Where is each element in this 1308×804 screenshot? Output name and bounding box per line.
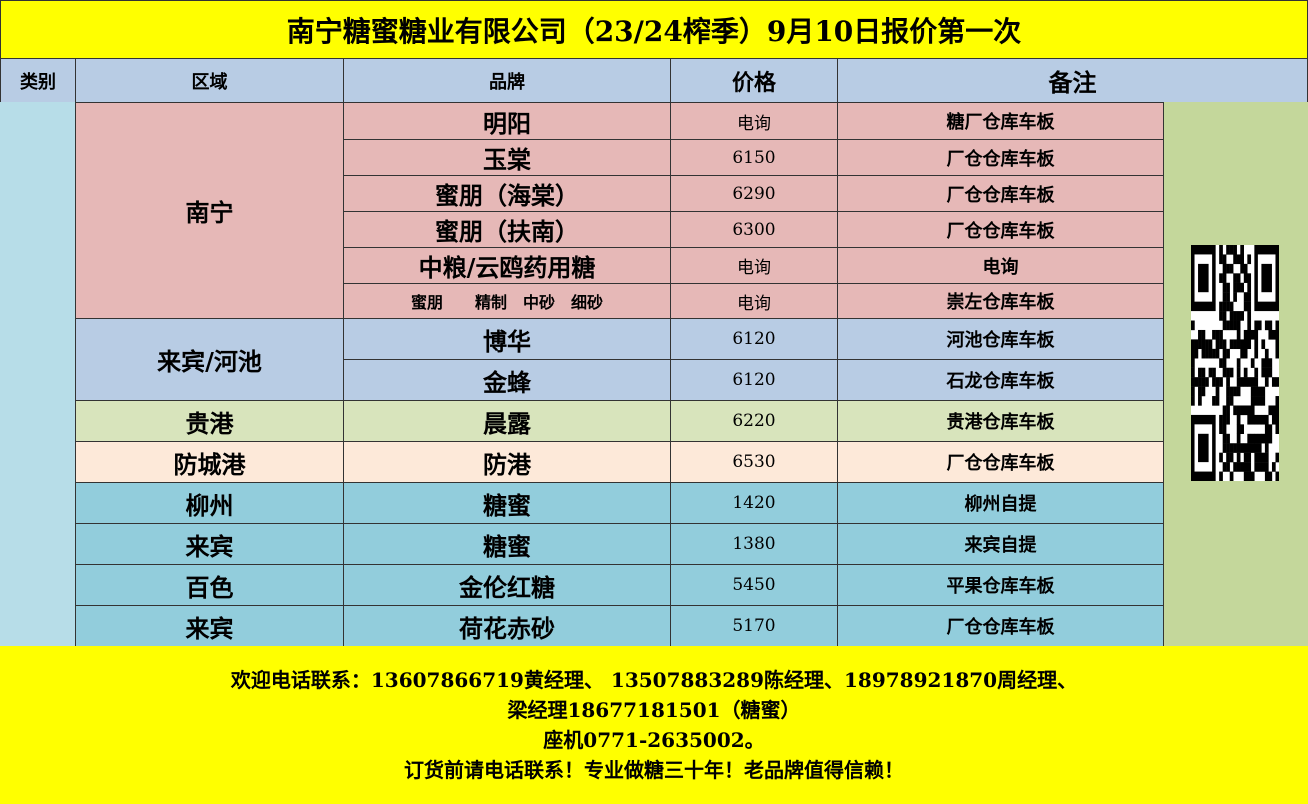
price-cell: 6300	[670, 211, 838, 248]
note-cell: 糖厂仓库车板	[837, 102, 1164, 140]
contact-footer: 欢迎电话联系：13607866719黄经理、 13507883289陈经理、18…	[0, 646, 1308, 804]
brand-cell: 金蜂	[343, 359, 671, 401]
page-title: 南宁糖蜜糖业有限公司（23/24榨季）9月10日报价第一次	[0, 0, 1308, 59]
note-cell: 厂仓仓库车板	[837, 211, 1164, 248]
price-cell: 6120	[670, 318, 838, 360]
region-cell: 贵港	[75, 400, 344, 442]
brand-cell: 蜜朋（海棠）	[343, 175, 671, 212]
brand-cell: 中粮/云鸥药用糖	[343, 247, 671, 284]
note-cell: 河池仓库车板	[837, 318, 1164, 360]
header-brand: 品牌	[343, 58, 671, 103]
brand-cell: 糖蜜	[343, 482, 671, 524]
brand-cell: 荷花赤砂	[343, 605, 671, 647]
note-cell: 来宾自提	[837, 523, 1164, 565]
brand-cell: 蜜朋（扶南）	[343, 211, 671, 248]
region-cell: 南宁	[75, 102, 344, 319]
category-column	[0, 102, 76, 646]
header-price: 价格	[670, 58, 838, 103]
price-cell: 6150	[670, 139, 838, 176]
note-cell: 贵港仓库车板	[837, 400, 1164, 442]
slogan: 订货前请电话联系！专业做糖三十年！老品牌值得信赖！	[404, 758, 904, 782]
qr-code-icon	[1191, 245, 1279, 481]
brand-cell: 蜜朋 精制 中砂 细砂	[343, 283, 671, 319]
qr-area	[1163, 102, 1308, 646]
price-cell: 电询	[670, 247, 838, 284]
note-cell: 厂仓仓库车板	[837, 175, 1164, 212]
price-cell: 5450	[670, 564, 838, 606]
brand-cell: 博华	[343, 318, 671, 360]
price-cell: 6120	[670, 359, 838, 401]
price-cell: 电询	[670, 102, 838, 140]
price-cell: 1420	[670, 482, 838, 524]
price-cell: 6290	[670, 175, 838, 212]
contact-line: 欢迎电话联系：13607866719黄经理、 13507883289陈经理、18…	[230, 668, 1078, 692]
header-region: 区域	[75, 58, 344, 103]
brand-cell: 防港	[343, 441, 671, 483]
brand-cell: 金伦红糖	[343, 564, 671, 606]
note-cell: 平果仓库车板	[837, 564, 1164, 606]
brand-cell: 糖蜜	[343, 523, 671, 565]
note-cell: 石龙仓库车板	[837, 359, 1164, 401]
region-cell: 防城港	[75, 441, 344, 483]
brand-cell: 明阳	[343, 102, 671, 140]
brand-cell: 晨露	[343, 400, 671, 442]
header-note: 备注	[837, 58, 1308, 103]
price-cell: 电询	[670, 283, 838, 319]
price-cell: 6220	[670, 400, 838, 442]
region-cell: 来宾/河池	[75, 318, 344, 401]
brand-cell: 玉棠	[343, 139, 671, 176]
note-cell: 电询	[837, 247, 1164, 284]
note-cell: 厂仓仓库车板	[837, 139, 1164, 176]
price-cell: 5170	[670, 605, 838, 647]
price-cell: 1380	[670, 523, 838, 565]
region-cell: 来宾	[75, 523, 344, 565]
note-cell: 柳州自提	[837, 482, 1164, 524]
region-cell: 柳州	[75, 482, 344, 524]
note-cell: 崇左仓库车板	[837, 283, 1164, 319]
contact-line: 梁经理18677181501（糖蜜）	[507, 698, 801, 722]
note-cell: 厂仓仓库车板	[837, 441, 1164, 483]
header-category: 类别	[0, 58, 76, 103]
price-cell: 6530	[670, 441, 838, 483]
region-cell: 百色	[75, 564, 344, 606]
region-cell: 来宾	[75, 605, 344, 647]
landline: 座机0771-2635002。	[543, 728, 765, 752]
note-cell: 厂仓仓库车板	[837, 605, 1164, 647]
